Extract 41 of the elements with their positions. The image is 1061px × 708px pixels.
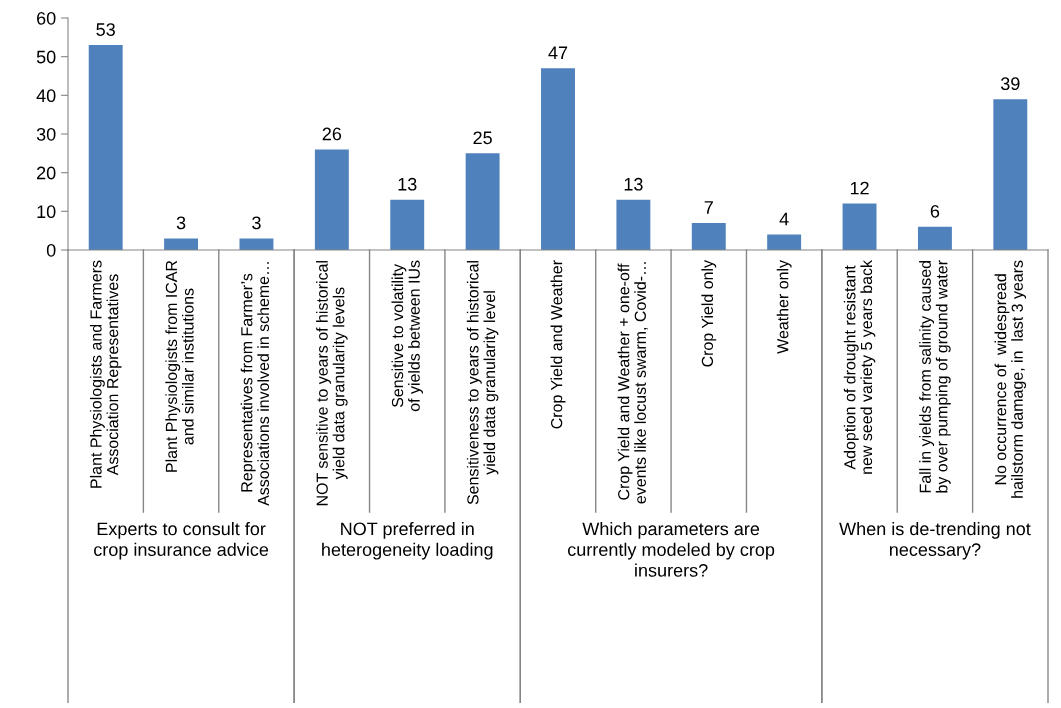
- x-tick-label: Crop Yield and Weather + one-off events like locust swarm, Covid-…: [617, 262, 648, 504]
- x-tick-label: NOT sensitive to years of historical yield data granularity levels: [316, 261, 348, 506]
- y-tick-label: 60: [37, 11, 56, 25]
- x-axis-title: When is de-trending not necessary?: [839, 522, 1031, 560]
- y-tick-label: 10: [37, 205, 56, 219]
- data-label: 3: [252, 216, 261, 230]
- data-label: 25: [473, 131, 492, 145]
- x-tick-label: Sensitiveness to years of historical yield data granularity level: [466, 261, 499, 505]
- data-label: 13: [398, 177, 417, 191]
- x-tick-label: Crop Yield only: [701, 260, 717, 367]
- x-tick-label: Plant Physiologists and Farmers Association Representatives: [89, 260, 122, 488]
- x-tick-label: Representatives from Farmer’s Associations involved in scheme…: [240, 262, 270, 506]
- x-tick-label: Adoption of drought resistant new seed variety 5 years back: [843, 259, 876, 474]
- x-tick-label: Weather only: [776, 260, 792, 354]
- x-tick-label: Crop Yield and Weather: [550, 260, 566, 429]
- data-label: 3: [176, 216, 186, 230]
- data-label: 53: [96, 23, 115, 36]
- x-tick-label: Sensitive to volatility of yields between IUs: [391, 260, 423, 412]
- x-axis-title: Experts to consult for crop insurance advice: [94, 522, 269, 560]
- x-axis-title: NOT preferred in heterogeneity loading: [322, 522, 493, 560]
- x-tick-label: Plant Physiologists from ICAR and similar institutions: [165, 260, 194, 472]
- data-label: 6: [930, 204, 940, 218]
- data-label: 7: [704, 201, 713, 214]
- bar: [541, 68, 575, 250]
- x-tick-label: No occurrence of widespread hailstorm damage, in last 3 years: [994, 260, 1027, 498]
- y-tick-label: 40: [36, 89, 56, 103]
- y-tick-label: 30: [36, 127, 56, 141]
- y-tick-label: 0: [46, 243, 56, 257]
- bar: [616, 199, 651, 250]
- bar: [767, 234, 802, 250]
- y-tick-label: 50: [36, 50, 56, 64]
- data-label: 26: [322, 127, 342, 141]
- y-tick-label: 20: [37, 166, 56, 180]
- data-label: 4: [779, 212, 789, 226]
- x-axis-title: Which parameters are currently modeled by crop insurers?: [567, 522, 775, 577]
- bar: [691, 222, 726, 250]
- data-label: 13: [624, 177, 643, 191]
- data-label: 47: [548, 46, 568, 59]
- data-label: 12: [850, 181, 869, 195]
- data-label: 39: [1000, 77, 1020, 91]
- x-tick-label: Fall in yields from salinity caused by over pumping of ground water: [919, 260, 951, 493]
